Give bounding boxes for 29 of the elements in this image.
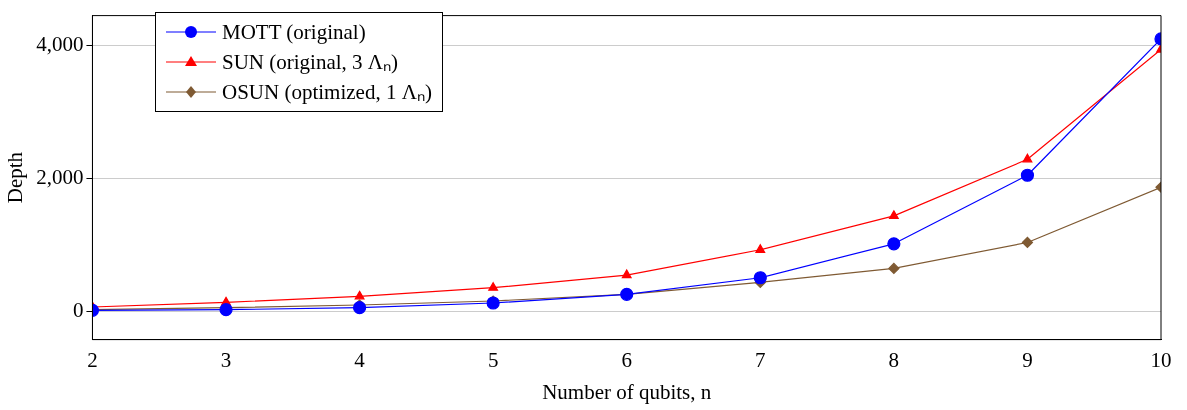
y-tick-label: 2,000 (36, 165, 84, 190)
point (354, 290, 365, 300)
legend-label: OSUN (optimized, 1 Λₙ) (222, 79, 432, 106)
y-axis-title: Depth (3, 151, 28, 204)
point (755, 244, 766, 253)
x-tick-label: 2 (87, 347, 98, 372)
x-tick-label: 7 (755, 347, 766, 372)
point (888, 210, 899, 219)
y-tick-label: 4,000 (36, 32, 84, 57)
x-tick-label: 3 (220, 347, 232, 372)
point (352, 301, 367, 315)
point (621, 269, 632, 279)
y-tick-label: 0 (72, 298, 84, 323)
x-tick-label: 4 (354, 347, 366, 372)
x-tick-label: 5 (487, 347, 499, 372)
legend-label: MOTT (original) (222, 19, 366, 46)
point (1020, 168, 1035, 182)
x-tick-label: 10 (1150, 347, 1172, 372)
x-tick-label: 6 (621, 347, 632, 372)
point (887, 237, 901, 251)
x-axis-title: Number of qubits, n (542, 379, 712, 404)
point (488, 282, 499, 291)
legend-label: SUN (original, 3 Λₙ) (222, 49, 399, 76)
point (1022, 153, 1033, 163)
point (888, 262, 900, 275)
x-tick-label: 9 (1022, 347, 1033, 372)
point (1021, 236, 1034, 249)
x-tick-label: 8 (888, 347, 900, 372)
point (753, 271, 767, 285)
